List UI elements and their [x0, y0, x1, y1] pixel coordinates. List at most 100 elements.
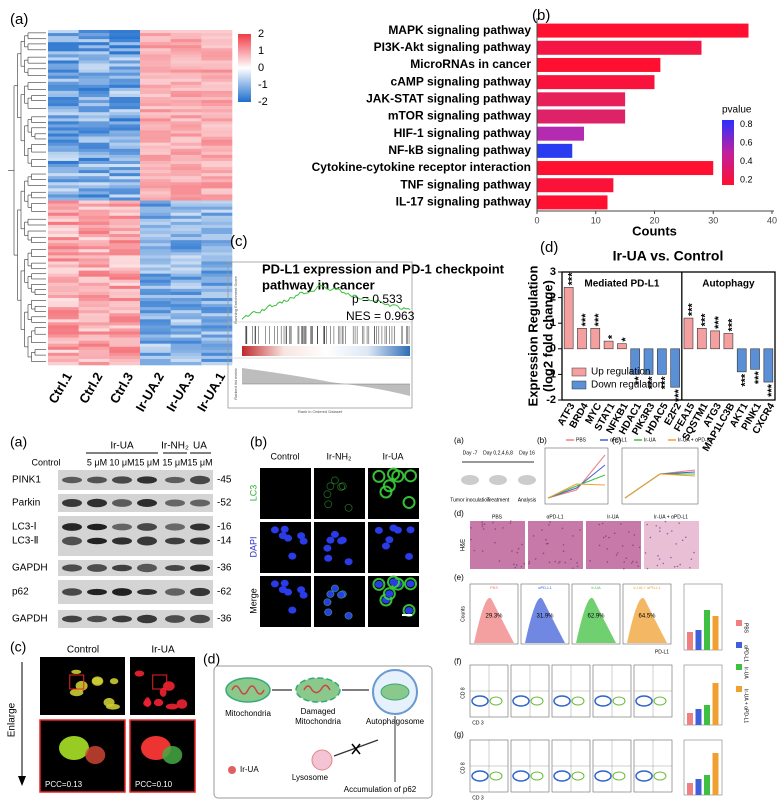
heatmap-cell [78, 240, 110, 244]
histology-dot [676, 565, 679, 568]
lc3-signal [323, 490, 332, 499]
legend-colorbar [722, 120, 734, 185]
heatmap-cell [140, 316, 171, 320]
heatmap-cell [140, 133, 171, 137]
heatmap-cell [140, 72, 171, 76]
heatmap-cell [170, 246, 202, 250]
heatmap-cell [48, 45, 79, 49]
cristae [231, 685, 265, 695]
percent-label: 64.5% [638, 614, 656, 620]
band [137, 476, 157, 484]
heatmap-cell [140, 361, 171, 366]
day-label: Day 16 [519, 450, 535, 456]
heatmap-cell [170, 115, 202, 119]
heatmap-cell [78, 355, 110, 360]
heatmap-cell [170, 279, 202, 284]
heatmap-cell [201, 264, 233, 268]
heatmap-cell [140, 240, 171, 244]
significance: *** [593, 313, 605, 327]
mw-label: -16 [217, 522, 232, 533]
y-tick-label: 0 [550, 343, 556, 355]
row-label: DAPI [248, 536, 258, 557]
heatmap-cell [170, 267, 202, 271]
histology-dot [562, 550, 565, 553]
mini-bar [687, 632, 693, 650]
heatmap-cell [201, 57, 233, 61]
mini-bar [712, 753, 719, 795]
heatmap-cell [48, 349, 79, 354]
mini-curve [624, 473, 695, 499]
heatmap-cell [201, 45, 233, 49]
axis-label: (log2 fold change) [540, 280, 555, 392]
heatmap-cell [109, 316, 141, 320]
heatmap-cell [140, 60, 171, 64]
histology-dot [621, 545, 624, 547]
heatmap-cell [48, 170, 79, 174]
x-tick-label: 10 [591, 215, 601, 225]
heatmap-cell [78, 197, 110, 201]
x-tick-label: 30 [708, 215, 718, 225]
heatmap-cell [170, 361, 202, 366]
heatmap-cell [140, 179, 171, 183]
histology-dot [690, 558, 693, 560]
heatmap-cell [109, 273, 141, 277]
heatmap-cell [140, 124, 171, 128]
nucleus [324, 608, 333, 616]
heatmap-cell [78, 136, 110, 140]
heatmap-cell [201, 301, 233, 305]
heatmap-cell [109, 142, 141, 147]
mini-bar [704, 610, 710, 650]
scale-bar [402, 614, 412, 616]
heatmap-cell [170, 57, 202, 61]
heatmap-cell [78, 218, 110, 223]
heatmap-cell [109, 307, 141, 311]
heatmap-cell [140, 231, 171, 235]
heatmap-cell [170, 173, 202, 177]
heatmap-cell [48, 294, 79, 299]
legend-tick-label: 0.4 [740, 156, 753, 166]
heatmap-cell [109, 319, 141, 323]
histology-dot [646, 567, 649, 570]
band [190, 475, 210, 485]
heatmap-cell [140, 87, 171, 92]
histology-dot [632, 544, 634, 547]
histology-dot [632, 560, 634, 563]
heatmap-cell [201, 133, 233, 137]
nucleus [405, 552, 414, 560]
heatmap-cell [201, 118, 233, 122]
heatmap-cell [78, 212, 110, 217]
heatmap-cell [48, 103, 79, 107]
heatmap-cell [170, 298, 202, 302]
heatmap-cell [78, 316, 110, 320]
heatmap-cell [78, 352, 110, 357]
heatmap-cell [201, 112, 233, 116]
heatmap-cell [109, 93, 141, 98]
heatmap-cell [201, 151, 233, 156]
heatmap-cell [170, 237, 202, 241]
heatmap-cell [109, 66, 141, 70]
y-tick-label: 1 [550, 317, 556, 329]
heatmap-cell [109, 54, 141, 58]
heatmap-cell [170, 322, 202, 326]
heatmap-cell [78, 276, 110, 281]
heatmap-cell [201, 355, 233, 360]
histology-dot [628, 531, 630, 533]
heatmap-cell [109, 255, 141, 259]
heatmap-cell [170, 346, 202, 351]
heatmap-cell [170, 343, 202, 348]
heatmap-cell [78, 261, 110, 265]
mini-bar [687, 783, 693, 795]
panel-label: (b) [532, 7, 550, 24]
heatmap-cell [170, 215, 202, 220]
heatmap-cell [170, 78, 202, 83]
histology-dot [625, 557, 628, 560]
heatmap-cell [48, 109, 79, 113]
band [87, 537, 107, 545]
heatmap-cell [78, 54, 110, 58]
heatmap-cell [78, 60, 110, 64]
heatmap-cell [48, 273, 79, 277]
zoom-signal [162, 746, 183, 764]
mouse-icon [461, 475, 479, 485]
bar [537, 143, 573, 158]
heatmap-cell [78, 322, 110, 326]
